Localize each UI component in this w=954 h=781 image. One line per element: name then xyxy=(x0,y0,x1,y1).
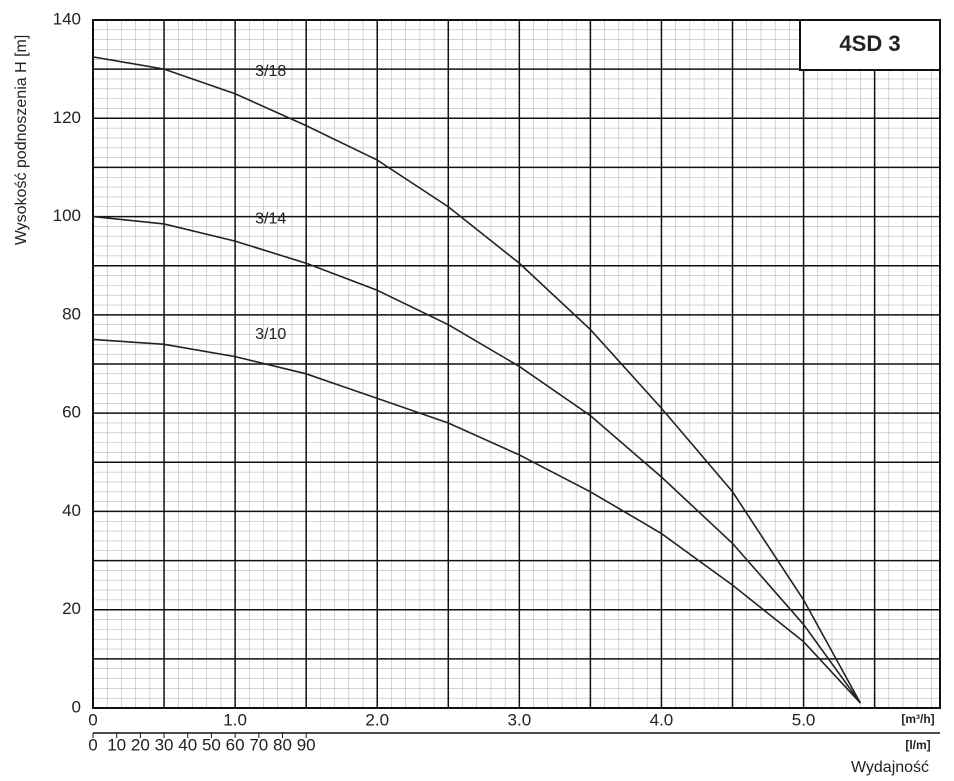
x2-tick-label: 60 xyxy=(226,735,245,754)
y-tick-label: 20 xyxy=(62,599,81,618)
curve xyxy=(92,56,862,704)
curve-label: 3/14 xyxy=(255,210,286,227)
x2-tick-label: 50 xyxy=(202,735,221,754)
y-tick-label: 100 xyxy=(53,206,81,225)
x-axis-label: Wydajność xyxy=(851,759,929,776)
y-tick-label: 80 xyxy=(62,304,81,323)
x2-tick-label: 80 xyxy=(273,735,292,754)
y-tick-label: 60 xyxy=(62,403,81,422)
chart-title: 4SD 3 xyxy=(839,31,900,56)
x2-tick-label: 0 xyxy=(88,735,97,754)
title-box xyxy=(799,19,941,71)
x2-tick-label: 10 xyxy=(107,735,126,754)
x2-unit: [l/m] xyxy=(905,738,930,752)
x-tick-label: 5.0 xyxy=(792,710,816,729)
x2-tick-label: 90 xyxy=(297,735,316,754)
y-axis-label: Wysokość podnoszenia H [m] xyxy=(13,35,30,246)
x2-tick-label: 30 xyxy=(155,735,174,754)
y-tick-label: 40 xyxy=(62,501,81,520)
curve xyxy=(92,215,862,704)
x-tick-label: 4.0 xyxy=(650,710,674,729)
x-unit: [m³/h] xyxy=(901,712,934,726)
x-tick-label: 0 xyxy=(88,710,97,729)
y-tick-label: 140 xyxy=(53,9,81,28)
x2-tick-label: 40 xyxy=(178,735,197,754)
x-tick-label: 1.0 xyxy=(223,710,247,729)
y-tick-label: 0 xyxy=(72,697,81,716)
curve xyxy=(92,338,862,704)
y-tick-label: 120 xyxy=(53,108,81,127)
x2-tick-label: 70 xyxy=(249,735,268,754)
curve-label: 3/18 xyxy=(255,63,286,80)
x-tick-label: 3.0 xyxy=(508,710,532,729)
x2-tick-label: 20 xyxy=(131,735,150,754)
x-tick-label: 2.0 xyxy=(365,710,389,729)
plot-frame xyxy=(92,19,941,709)
curve-label: 3/10 xyxy=(255,326,286,343)
